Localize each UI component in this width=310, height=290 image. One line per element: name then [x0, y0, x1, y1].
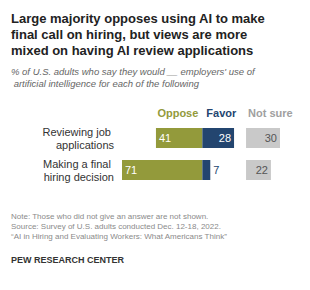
svg-text:Not sure: Not sure — [248, 107, 293, 119]
svg-text:% of U.S. adults who say they: % of U.S. adults who say they would __ e… — [11, 66, 256, 77]
svg-text:artificial intelligence for ea: artificial intelligence for each of the … — [11, 78, 200, 89]
svg-text:“AI in Hiring and Evaluating W: “AI in Hiring and Evaluating Workers: Wh… — [11, 232, 227, 241]
svg-text:Making a final: Making a final — [43, 158, 114, 170]
svg-text:Oppose: Oppose — [157, 107, 198, 119]
svg-text:28: 28 — [219, 132, 231, 144]
svg-text:71: 71 — [125, 164, 137, 176]
svg-text:hiring decision: hiring decision — [44, 171, 114, 183]
svg-text:30: 30 — [265, 132, 277, 144]
svg-text:applications: applications — [56, 139, 115, 151]
svg-text:Reviewing job: Reviewing job — [42, 126, 114, 138]
svg-text:Favor: Favor — [206, 107, 237, 119]
svg-text:22: 22 — [256, 164, 268, 176]
svg-text:7: 7 — [213, 164, 219, 176]
svg-text:PEW RESEARCH CENTER: PEW RESEARCH CENTER — [11, 255, 125, 265]
svg-text:final call on hiring, but view: final call on hiring, but views are more — [11, 27, 251, 42]
svg-text:mixed on having AI review appl: mixed on having AI review applications — [11, 43, 253, 58]
svg-text:Note: Those who did not give a: Note: Those who did not give an answer a… — [11, 212, 208, 221]
svg-text:Source: Survey of U.S. adults: Source: Survey of U.S. adults conducted … — [11, 222, 221, 231]
svg-text:Large majority opposes using A: Large majority opposes using AI to make — [11, 11, 268, 26]
svg-text:41: 41 — [159, 132, 171, 144]
